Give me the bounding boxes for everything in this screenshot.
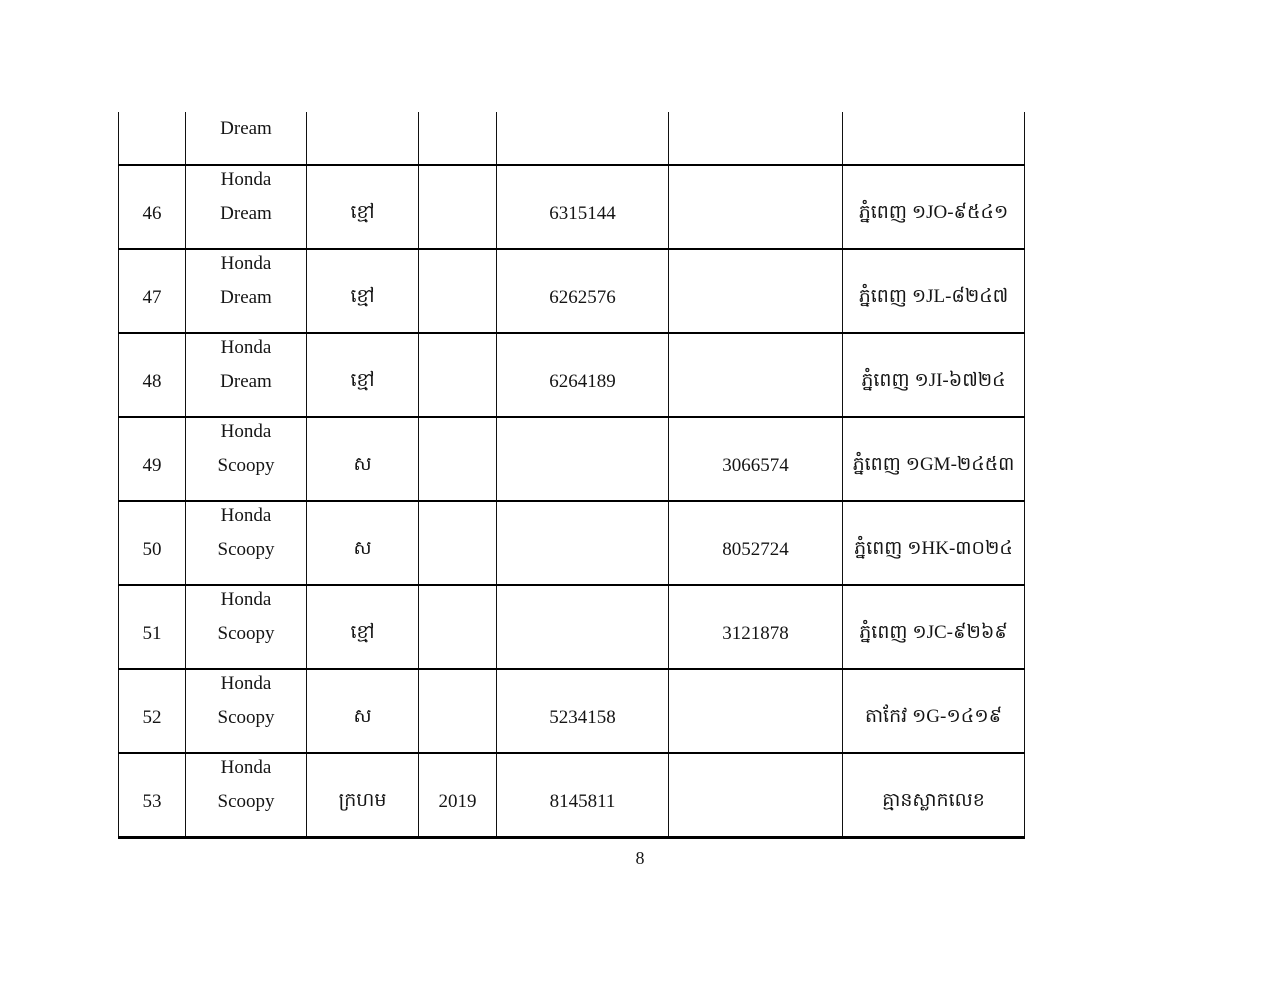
color-cell: ខ្មៅ — [306, 584, 419, 670]
color-cell: ក្រហម — [306, 752, 419, 839]
color-cell: ខ្មៅ — [306, 332, 419, 418]
year-cell — [418, 584, 497, 670]
row-number-cell: 53 — [118, 752, 186, 839]
table-row: 53 Honda Scoopy ក្រហម 2019 8145811 គ្មាន… — [118, 752, 1025, 839]
brand-cell: Honda Scoopy — [185, 752, 307, 839]
brand-line2: Scoopy — [217, 707, 275, 728]
brand-cell: Honda Dream — [185, 332, 307, 418]
frame-number-cell — [668, 332, 843, 418]
color-cell: ខ្មៅ — [306, 248, 419, 334]
brand-line1: Honda — [220, 337, 272, 358]
year-cell: 2019 — [418, 752, 497, 839]
engine-number-cell — [496, 112, 669, 166]
color-cell: ស — [306, 416, 419, 502]
license-plate-cell: ភ្នំពេញ ១JL-៨២៤៧ — [842, 248, 1025, 334]
engine-number-cell: 6315144 — [496, 164, 669, 250]
brand-line2: Scoopy — [217, 790, 275, 812]
brand-line2: Scoopy — [217, 539, 275, 560]
table-row: 48 Honda Dream ខ្មៅ 6264189 ភ្នំពេញ ១JI-… — [118, 332, 1025, 418]
year-cell — [418, 332, 497, 418]
page-number: 8 — [635, 848, 645, 868]
brand-line1: Honda — [220, 253, 272, 274]
table-row-partial: Dream — [118, 112, 1025, 166]
license-plate-cell: ភ្នំពេញ ១JO-៩៥៤១ — [842, 164, 1025, 250]
table-row: 51 Honda Scoopy ខ្មៅ 3121878 ភ្នំពេញ ១JC… — [118, 584, 1025, 670]
brand-line2: Dream — [220, 287, 272, 308]
brand-line1: Honda — [220, 589, 272, 610]
license-plate-cell: ភ្នំពេញ ១JC-៩២៦៩ — [842, 584, 1025, 670]
engine-number-cell: 6262576 — [496, 248, 669, 334]
license-plate-cell: ភ្នំពេញ ១JI-៦៧២៤ — [842, 332, 1025, 418]
year-cell — [418, 248, 497, 334]
brand-cell: Honda Scoopy — [185, 416, 307, 502]
row-number-cell: 49 — [118, 416, 186, 502]
color-cell: ស — [306, 500, 419, 586]
row-number-cell: 51 — [118, 584, 186, 670]
license-plate-cell: គ្មានស្លាកលេខ — [842, 752, 1025, 839]
license-plate-cell — [842, 112, 1025, 166]
year-cell — [418, 416, 497, 502]
vehicle-table: Dream 46 Honda Dream ខ្មៅ 6315144 ភ្នំពេ… — [118, 112, 1025, 839]
table-row: 46 Honda Dream ខ្មៅ 6315144 ភ្នំពេញ ១JO-… — [118, 164, 1025, 250]
brand-cell: Honda Dream — [185, 164, 307, 250]
brand-line2: Dream — [220, 371, 272, 392]
row-number-cell: 48 — [118, 332, 186, 418]
table-row: 47 Honda Dream ខ្មៅ 6262576 ភ្នំពេញ ១JL-… — [118, 248, 1025, 334]
table-row: 52 Honda Scoopy ស 5234158 តាកែវ ១G-១៤១៩ — [118, 668, 1025, 754]
brand-line1: Honda — [220, 756, 272, 778]
engine-number-cell — [496, 416, 669, 502]
brand-cell: Honda Scoopy — [185, 500, 307, 586]
license-plate-cell: ភ្នំពេញ ១HK-៣០២៤ — [842, 500, 1025, 586]
brand-text: Dream — [220, 118, 272, 139]
brand-line2: Scoopy — [217, 623, 275, 644]
brand-line1: Honda — [220, 505, 272, 526]
year-cell — [418, 668, 497, 754]
brand-cell: Honda Scoopy — [185, 668, 307, 754]
year-cell — [418, 112, 497, 166]
brand-line2: Dream — [220, 203, 272, 224]
engine-number-cell — [496, 500, 669, 586]
brand-cell: Honda Dream — [185, 248, 307, 334]
row-number-cell: 50 — [118, 500, 186, 586]
table-row: 49 Honda Scoopy ស 3066574 ភ្នំពេញ ១GM-២៤… — [118, 416, 1025, 502]
brand-line1: Honda — [220, 421, 272, 442]
brand-line2: Scoopy — [217, 455, 275, 476]
year-cell — [418, 164, 497, 250]
frame-number-cell: 3121878 — [668, 584, 843, 670]
frame-number-cell: 8052724 — [668, 500, 843, 586]
brand-cell: Honda Scoopy — [185, 584, 307, 670]
license-plate-cell: ភ្នំពេញ ១GM-២៤៥៣ — [842, 416, 1025, 502]
frame-number-cell — [668, 752, 843, 839]
color-cell: ខ្មៅ — [306, 164, 419, 250]
engine-number-cell: 5234158 — [496, 668, 669, 754]
frame-number-cell — [668, 164, 843, 250]
row-number-cell: 46 — [118, 164, 186, 250]
row-number-cell: 52 — [118, 668, 186, 754]
brand-line1: Honda — [220, 673, 272, 694]
row-number-cell: 47 — [118, 248, 186, 334]
color-cell — [306, 112, 419, 166]
table-row: 50 Honda Scoopy ស 8052724 ភ្នំពេញ ១HK-៣០… — [118, 500, 1025, 586]
color-cell: ស — [306, 668, 419, 754]
brand-line1: Honda — [220, 169, 272, 190]
frame-number-cell: 3066574 — [668, 416, 843, 502]
engine-number-cell: 6264189 — [496, 332, 669, 418]
frame-number-cell — [668, 112, 843, 166]
engine-number-cell: 8145811 — [496, 752, 669, 839]
license-plate-cell: តាកែវ ១G-១៤១៩ — [842, 668, 1025, 754]
brand-cell: Dream — [185, 112, 307, 166]
year-cell — [418, 500, 497, 586]
frame-number-cell — [668, 248, 843, 334]
row-number-cell — [118, 112, 186, 166]
frame-number-cell — [668, 668, 843, 754]
engine-number-cell — [496, 584, 669, 670]
